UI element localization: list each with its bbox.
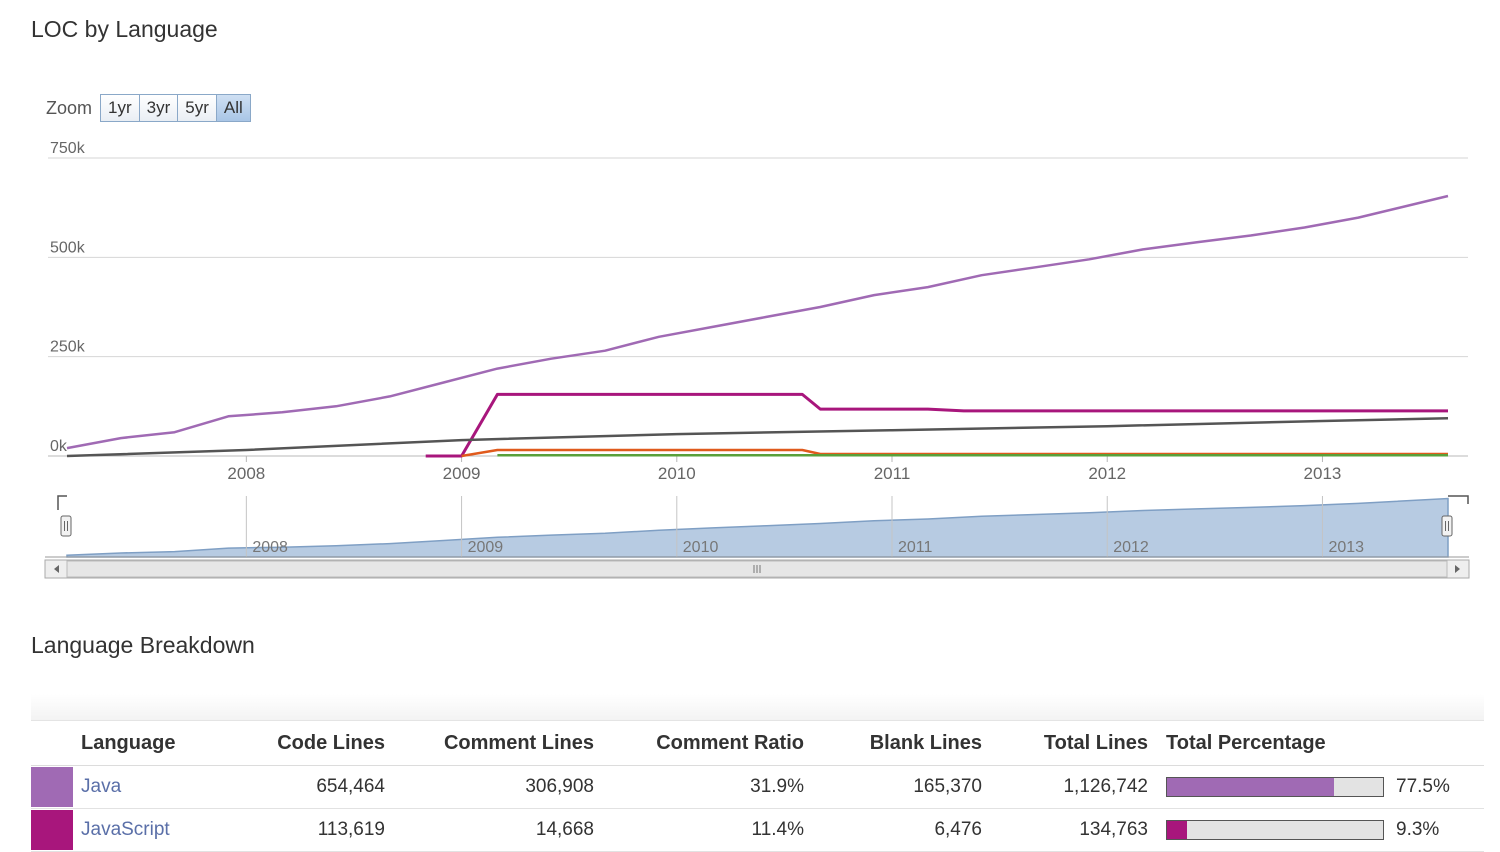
scroll-right-arrow-icon[interactable] [1455,565,1460,573]
language-link[interactable]: Java [73,765,233,809]
x-tick-label: 2010 [658,464,696,480]
language-color-swatch [31,808,73,852]
zoom-3yr-button[interactable]: 3yr [139,95,179,121]
series-line-1 [66,194,1449,450]
handle-grip[interactable] [60,515,72,537]
navigator-tick-label: 2012 [1113,539,1149,556]
blank-lines-cell: 165,370 [818,765,996,809]
blank-lines-cell: 6,476 [818,808,996,852]
y-tick-label: 250k [50,339,86,356]
breakdown-table: Language Code Lines Comment Lines Commen… [31,721,1484,852]
code-lines-cell: 654,464 [233,765,399,809]
y-tick-label: 750k [50,140,86,157]
header-language[interactable]: Language [73,721,233,766]
percentage-cell: 9.3% [1162,808,1484,852]
percentage-value: 77.5% [1396,775,1450,797]
header-comment-lines[interactable]: Comment Lines [399,721,608,766]
scroll-left-arrow-icon[interactable] [54,565,59,573]
x-tick-label: 2011 [874,464,911,480]
x-tick-label: 2013 [1304,464,1342,480]
range-navigator[interactable]: 2008 2009 2010 2011 2012 2013 [0,490,1500,585]
navigator-right-handle[interactable] [1441,515,1453,537]
table-row: JavaScript 113,619 14,668 11.4% 6,476 13… [31,808,1484,852]
navigator-tick-label: 2010 [683,539,719,556]
language-color-swatch [31,765,73,809]
navigator-tick-label: 2008 [252,539,288,556]
y-axis-tick-labels: 0k 250k 500k 750k [50,140,86,455]
header-swatch [31,721,73,766]
language-breakdown-table: Language Code Lines Comment Lines Commen… [31,694,1484,852]
zoom-label: Zoom [46,97,93,118]
navigator-tick-label: 2009 [468,539,504,556]
x-axis-tick-labels: 2008 2009 2010 2011 2012 2013 [227,456,1341,480]
zoom-button-group: 1yr 3yr 5yr All [100,94,251,122]
loc-line-chart: 0k 250k 500k 750k 2008 2009 2010 2011 2012 2013 [48,140,1468,480]
header-total-percentage[interactable]: Total Percentage [1162,721,1484,766]
percentage-cell: 77.5% [1162,765,1484,809]
navigator-left-handle[interactable] [60,515,72,537]
swatch-javascript [31,810,73,850]
table-row: Java 654,464 306,908 31.9% 165,370 1,126… [31,765,1484,809]
table-top-strip [31,694,1484,721]
x-tick-label: 2012 [1088,464,1126,480]
navigator-right-outline [1448,495,1469,504]
navigator-area [66,497,1449,558]
navigator-tick-label: 2013 [1328,539,1364,556]
breakdown-title: Language Breakdown [31,632,255,658]
swatch-java [31,767,73,807]
zoom-controls: Zoom 1yr 3yr 5yr All [46,93,251,123]
header-total-lines[interactable]: Total Lines [996,721,1162,766]
chart-series [66,194,1449,458]
language-link[interactable]: JavaScript [73,808,233,852]
zoom-all-button[interactable]: All [216,95,250,121]
zoom-1yr-button[interactable]: 1yr [101,95,140,121]
total-lines-cell: 1,126,742 [996,765,1162,809]
comment-lines-cell: 306,908 [399,765,608,809]
navigator-tick-labels: 2008 2009 2010 2011 2012 2013 [252,539,1364,556]
percentage-bar-fill [1167,777,1335,796]
handle-grip[interactable] [1441,515,1453,537]
header-comment-ratio[interactable]: Comment Ratio [608,721,818,766]
header-code-lines[interactable]: Code Lines [233,721,399,766]
header-blank-lines[interactable]: Blank Lines [818,721,996,766]
x-tick-label: 2008 [227,464,265,480]
percentage-value: 9.3% [1396,818,1440,840]
total-lines-cell: 134,763 [996,808,1162,852]
percentage-bar [1166,776,1384,797]
comment-ratio-cell: 31.9% [608,765,818,809]
percentage-bar-fill [1167,820,1188,839]
navigator-base [45,493,1469,558]
navigator-left-outline [57,495,67,510]
table-header-row: Language Code Lines Comment Lines Commen… [31,721,1484,766]
comment-ratio-cell: 11.4% [608,808,818,852]
code-lines-cell: 113,619 [233,808,399,852]
series-line-2 [425,392,1448,458]
x-tick-label: 2009 [443,464,481,480]
chart-title: LOC by Language [31,16,218,42]
zoom-5yr-button[interactable]: 5yr [178,95,217,121]
y-tick-label: 0k [50,438,68,455]
navigator-tick-label: 2011 [898,539,933,556]
navigator-controls[interactable] [44,515,1470,579]
comment-lines-cell: 14,668 [399,808,608,852]
series-line-3 [66,417,1449,458]
y-tick-label: 500k [50,239,86,256]
percentage-bar [1166,819,1384,840]
